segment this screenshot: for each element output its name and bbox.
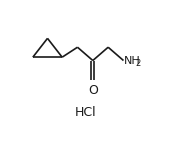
Text: O: O bbox=[88, 84, 98, 97]
Text: 2: 2 bbox=[135, 59, 140, 68]
Text: HCl: HCl bbox=[75, 106, 96, 119]
Text: NH: NH bbox=[124, 56, 141, 66]
